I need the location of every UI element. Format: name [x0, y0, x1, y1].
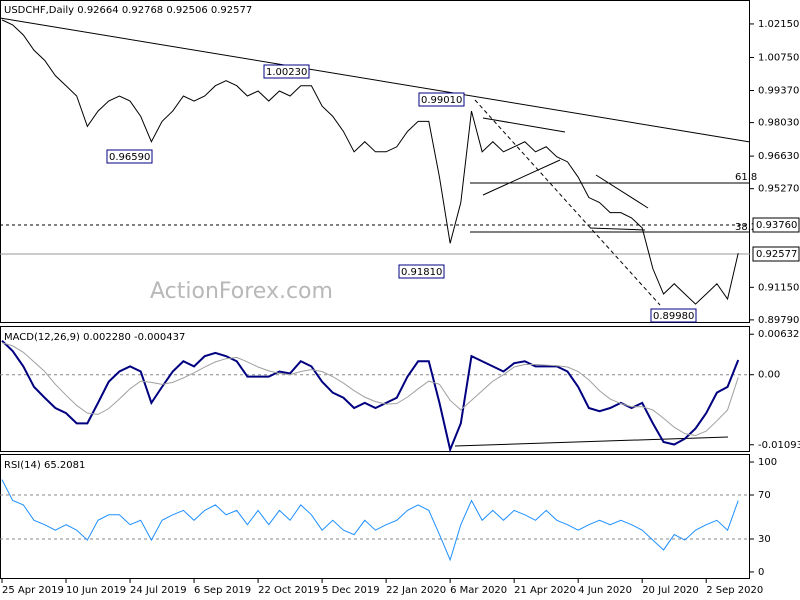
y-tick-label: 0.95270 — [758, 184, 799, 195]
price-label: 1.00230 — [266, 67, 307, 78]
x-tick-label: 22 Oct 2019 — [258, 585, 320, 596]
x-tick-label: 21 Apr 2020 — [514, 585, 576, 596]
x-tick-label: 6 Sep 2019 — [194, 585, 251, 596]
trend-line — [482, 117, 566, 133]
trend-line — [0, 17, 751, 143]
panel-title: MACD(12,26,9) 0.002280 -0.000437 — [4, 332, 185, 343]
label-box — [263, 64, 310, 79]
x-tick-label: 5 Dec 2019 — [322, 585, 380, 596]
y-tick-label: 0 — [758, 567, 764, 578]
y-tick-label: 0.91150 — [758, 282, 799, 293]
series-line — [1, 479, 739, 562]
series-line — [1, 340, 740, 453]
rsi-panel — [0, 454, 750, 579]
series-line — [1, 19, 739, 305]
y-tick-label: 1.02150 — [758, 19, 799, 30]
x-tick-label: 2 Sep 2020 — [706, 585, 763, 596]
price-label: 0.96590 — [109, 152, 150, 163]
macd-panel — [0, 326, 750, 452]
trend-line — [482, 159, 561, 196]
label-box — [398, 264, 445, 279]
fib-label: 61.8 — [735, 172, 757, 183]
y-tick-label: 1.00750 — [758, 52, 799, 63]
y-tick-label: 30 — [758, 534, 771, 545]
y-tick-label: 70 — [758, 490, 771, 501]
x-tick-label: 24 Jul 2019 — [130, 585, 187, 596]
y-tick-label: 0.96630 — [758, 151, 799, 162]
trend-line — [589, 227, 646, 231]
panel-title: USDCHF,Daily 0.92664 0.92768 0.92506 0.9… — [4, 5, 252, 16]
fib-label: 38.2 — [735, 222, 757, 233]
x-tick-label: 22 Jan 2020 — [386, 585, 446, 596]
axis-label-box — [752, 217, 800, 233]
price-label: 0.89980 — [653, 311, 694, 322]
y-tick-label: 100 — [758, 457, 777, 468]
y-tick-label: 0.006321 — [758, 329, 800, 340]
y-tick-label: 0.00 — [758, 370, 780, 381]
axis-price-label: 0.92577 — [756, 249, 797, 260]
axis-price-label: 0.93760 — [756, 220, 797, 231]
y-tick-label: 0.98030 — [758, 118, 799, 129]
label-box — [106, 149, 153, 164]
x-tick-label: 6 Mar 2020 — [450, 585, 507, 596]
x-tick-label: 20 Jul 2020 — [642, 585, 699, 596]
y-tick-label: 0.89790 — [758, 315, 799, 326]
x-tick-label: 4 Jun 2020 — [578, 585, 632, 596]
divergence-line — [454, 436, 729, 447]
series-line — [1, 342, 739, 437]
trend-line — [595, 174, 649, 209]
x-tick-label: 25 Apr 2019 — [2, 585, 64, 596]
label-box — [650, 308, 697, 323]
axis-label-box — [752, 246, 800, 262]
panel-title: RSI(14) 65.2081 — [4, 460, 85, 471]
y-tick-label: -0.010939 — [758, 440, 800, 451]
trend-line — [474, 99, 661, 306]
price-label: 0.99010 — [421, 95, 462, 106]
label-box — [418, 92, 465, 107]
price-label: 0.91810 — [401, 267, 442, 278]
price-panel — [0, 0, 750, 323]
watermark: ActionForex.com — [150, 279, 333, 304]
x-tick-label: 10 Jun 2019 — [66, 585, 126, 596]
y-tick-label: 0.99370 — [758, 86, 799, 97]
